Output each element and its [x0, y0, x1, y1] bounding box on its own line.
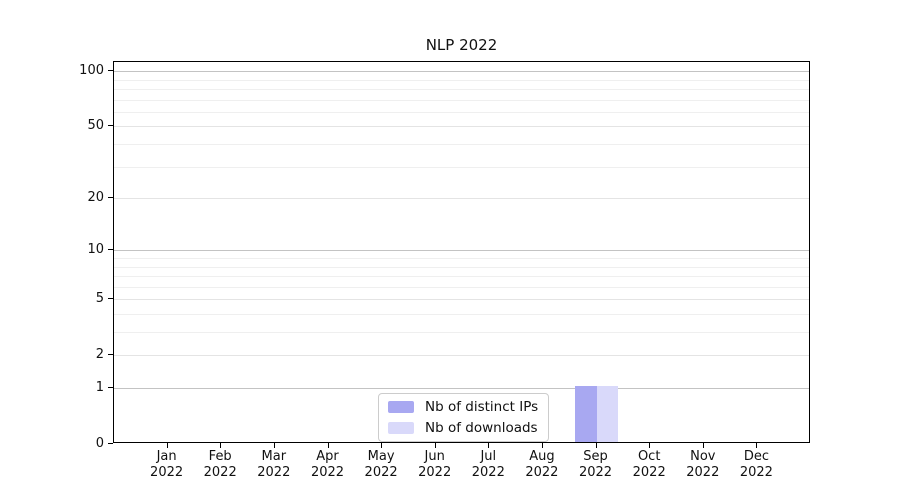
x-axis-tick-label: Apr 2022	[298, 449, 358, 481]
y-gridline-minor	[114, 99, 809, 101]
month-label: Oct	[637, 449, 661, 464]
x-axis-tick-label: Jul 2022	[458, 449, 518, 481]
year-label: 2022	[578, 465, 613, 480]
year-label: 2022	[150, 465, 184, 480]
legend-entry: Nb of downloads	[388, 420, 538, 436]
x-axis-tick	[702, 443, 704, 448]
month-label: May	[367, 449, 395, 464]
y-gridline-minor	[114, 313, 809, 315]
month-label: Feb	[208, 449, 232, 464]
chart-title: NLP 2022	[425, 36, 498, 54]
x-axis-tick	[488, 443, 490, 448]
y-gridline-major	[114, 299, 809, 301]
x-axis-tick-label: Jun 2022	[405, 449, 465, 481]
y-axis-tick	[108, 197, 113, 198]
legend-label: Nb of distinct IPs	[425, 399, 539, 415]
x-axis-tick	[273, 443, 275, 448]
legend-label: Nb of downloads	[425, 420, 538, 436]
x-axis-tick-label: Jan 2022	[137, 449, 197, 481]
x-axis-tick	[381, 443, 383, 448]
year-label: 2022	[257, 465, 291, 480]
year-label: 2022	[203, 465, 237, 480]
x-axis-tick	[541, 443, 543, 448]
y-axis-tick	[108, 125, 113, 127]
x-axis-tick-label: Oct 2022	[619, 449, 679, 481]
y-gridline-minor	[114, 276, 809, 277]
y-gridline-minor	[114, 266, 809, 268]
year-label: 2022	[632, 465, 666, 480]
x-axis-tick-label: Mar 2022	[244, 449, 304, 481]
year-label: 2022	[739, 465, 773, 480]
legend-swatch	[388, 401, 414, 413]
month-label: Mar	[261, 449, 287, 464]
y-axis-tick-label: 20	[87, 189, 104, 205]
bar-nb-of-downloads	[596, 386, 618, 442]
month-label: Jan	[156, 449, 177, 464]
y-axis-tick-label: 0	[95, 435, 104, 451]
legend-swatch	[388, 422, 414, 434]
y-axis-tick-label: 2	[95, 346, 104, 362]
x-axis-tick	[649, 443, 651, 448]
x-axis-tick	[434, 443, 436, 448]
y-axis-tick	[108, 387, 113, 388]
year-label: 2022	[525, 465, 559, 480]
y-gridline-minor	[114, 88, 809, 90]
x-axis-tick	[220, 443, 222, 448]
y-axis-tick-label: 1	[95, 379, 104, 395]
y-axis-tick	[108, 443, 113, 444]
x-axis-tick-label: May 2022	[351, 449, 411, 481]
y-axis-tick-label: 5	[95, 290, 104, 306]
y-gridline-minor	[114, 111, 809, 113]
x-axis-tick-label: Aug 2022	[512, 449, 572, 481]
y-gridline-minor	[114, 143, 809, 145]
x-axis-tick	[166, 443, 168, 448]
y-gridline-minor	[114, 79, 809, 81]
year-label: 2022	[418, 465, 452, 480]
x-axis-tick-label: Sep 2022	[566, 449, 626, 481]
y-axis-tick	[108, 354, 113, 356]
y-axis-tick-label: 100	[79, 62, 104, 78]
month-label: Apr	[316, 449, 339, 464]
y-axis-tick	[108, 298, 113, 300]
year-label: 2022	[364, 465, 398, 480]
y-axis-tick-label: 50	[87, 117, 104, 133]
year-label: 2022	[471, 465, 505, 480]
y-gridline-major	[114, 126, 809, 128]
y-gridline-major	[114, 250, 809, 252]
year-label: 2022	[686, 465, 720, 480]
y-axis-tick	[108, 70, 113, 72]
y-gridline-major	[114, 71, 809, 73]
month-label: Jun	[424, 449, 445, 464]
y-axis-tick-label: 10	[87, 241, 104, 257]
y-gridline-major	[114, 355, 809, 357]
y-gridline-major	[114, 198, 809, 199]
month-label: Dec	[743, 449, 769, 464]
x-axis-tick-label: Feb 2022	[190, 449, 250, 481]
y-gridline-minor	[114, 332, 809, 333]
y-gridline-minor	[114, 257, 809, 259]
y-gridline-major	[114, 388, 809, 389]
x-axis-tick-label: Nov 2022	[673, 449, 733, 481]
y-gridline-minor	[114, 286, 809, 288]
month-label: Nov	[690, 449, 716, 464]
x-axis-tick	[327, 443, 329, 448]
legend: Nb of distinct IPs Nb of downloads	[378, 393, 550, 442]
plot-area: Nb of distinct IPs Nb of downloads	[113, 61, 810, 443]
legend-entry: Nb of distinct IPs	[388, 399, 538, 415]
month-label: Jul	[480, 449, 497, 464]
month-label: Aug	[529, 449, 555, 464]
x-axis-tick-label: Dec 2022	[726, 449, 786, 481]
x-axis-tick	[595, 443, 597, 448]
y-axis-tick	[108, 249, 113, 251]
x-axis-tick	[756, 443, 758, 448]
y-gridline-minor	[114, 166, 809, 168]
bar-nb-of-distinct-ips	[575, 386, 597, 442]
month-label: Sep	[583, 449, 608, 464]
year-label: 2022	[310, 465, 345, 480]
